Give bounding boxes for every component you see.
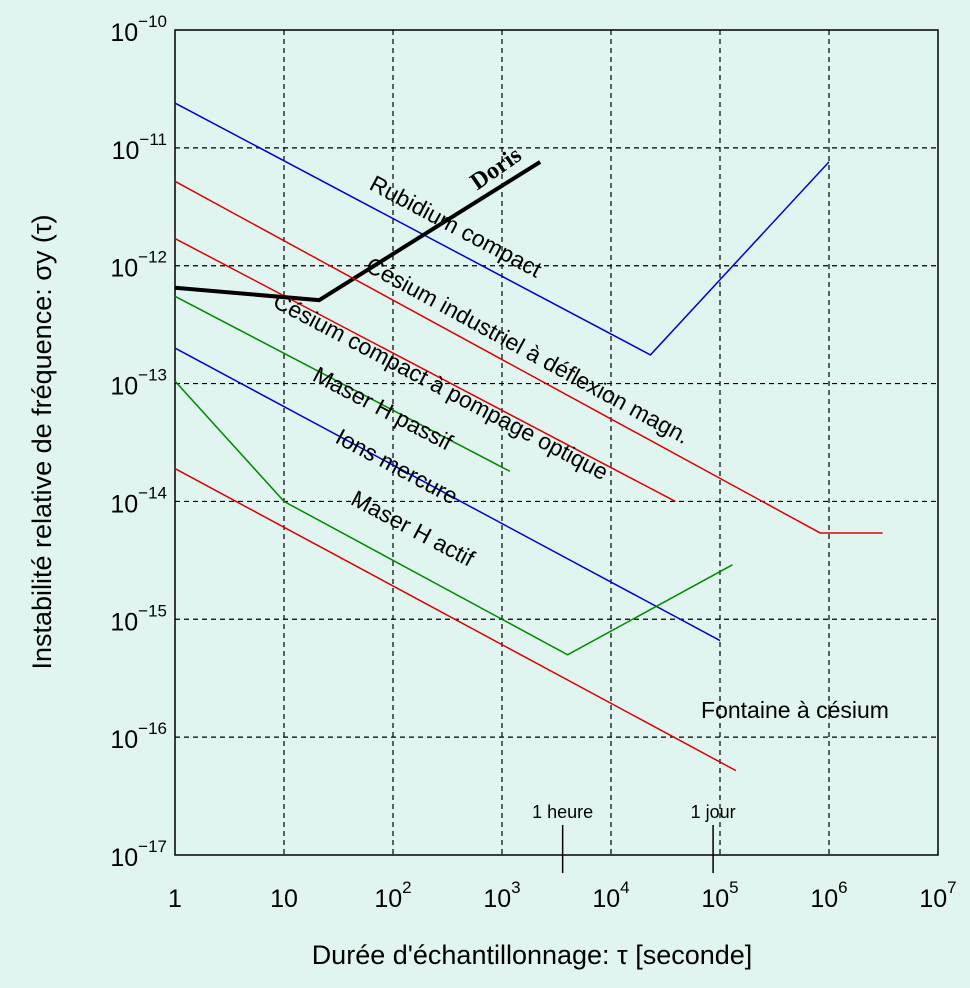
- series-line: [174, 380, 733, 656]
- tick-exponent: −10: [138, 12, 167, 31]
- tick-base: 10: [270, 885, 298, 913]
- x-tick-label: 103: [483, 878, 520, 912]
- x-tick-label: 106: [810, 878, 847, 912]
- tick-base: 10: [112, 136, 140, 164]
- tick-exponent: −11: [139, 130, 167, 149]
- tick-exponent: −13: [138, 366, 167, 385]
- series-label: Maser H actif: [347, 485, 479, 572]
- series-line: [174, 295, 511, 473]
- tick-exponent: 6: [838, 878, 847, 897]
- tick-exponent: −17: [138, 837, 167, 856]
- tick-base: 1: [168, 885, 182, 913]
- tick-base: 10: [810, 885, 838, 913]
- plot-frame: [174, 29, 939, 856]
- tick-base: 10: [919, 885, 947, 913]
- series-line: [174, 347, 721, 642]
- tick-base: 10: [110, 844, 138, 872]
- tick-base: 10: [110, 254, 138, 282]
- series-line: [174, 467, 737, 772]
- annotation-label: 1 jour: [691, 802, 736, 822]
- tick-base: 10: [110, 490, 138, 518]
- x-tick-label: 104: [592, 878, 629, 912]
- x-tick-label: 105: [701, 878, 738, 912]
- tick-base: 10: [110, 372, 138, 400]
- series-line: [174, 102, 830, 356]
- x-tick-label: 1: [168, 885, 182, 913]
- y-tick-label: 10−11: [112, 130, 167, 164]
- tick-base: 10: [110, 19, 138, 47]
- tick-base: 10: [110, 608, 138, 636]
- tick-exponent: 4: [620, 878, 629, 897]
- series-line: [174, 237, 676, 503]
- y-tick-label: 10−13: [110, 366, 167, 400]
- tick-exponent: 2: [402, 878, 411, 897]
- tick-exponent: 7: [947, 878, 956, 897]
- tick-base: 10: [110, 726, 138, 754]
- tick-exponent: −15: [138, 602, 167, 621]
- series-line: [174, 180, 883, 534]
- tick-base: 10: [701, 885, 729, 913]
- x-tick-label: 102: [374, 878, 411, 912]
- y-axis-label: Instabilité relative de fréquence: σy (τ…: [27, 214, 57, 669]
- tick-base: 10: [592, 885, 620, 913]
- tick-exponent: −16: [138, 720, 167, 739]
- tick-exponent: −14: [138, 484, 167, 503]
- tick-base: 10: [483, 885, 511, 913]
- x-tick-label: 107: [919, 878, 956, 912]
- annotation-label: 1 heure: [532, 802, 593, 822]
- y-tick-label: 10−10: [110, 12, 167, 46]
- tick-exponent: 5: [729, 878, 738, 897]
- tick-exponent: 3: [511, 878, 520, 897]
- x-tick-label: 10: [270, 885, 298, 913]
- tick-exponent: −12: [138, 248, 167, 267]
- y-tick-label: 10−12: [110, 248, 167, 282]
- y-tick-label: 10−15: [110, 602, 167, 636]
- x-axis-label: Durée d'échantillonnage: τ [seconde]: [312, 940, 753, 970]
- y-tick-label: 10−16: [110, 720, 167, 754]
- series-line: [174, 160, 542, 303]
- series-label: Fontaine à césium: [701, 697, 889, 723]
- tick-base: 10: [374, 885, 402, 913]
- y-tick-label: 10−14: [110, 484, 167, 518]
- y-tick-label: 10−17: [110, 837, 167, 871]
